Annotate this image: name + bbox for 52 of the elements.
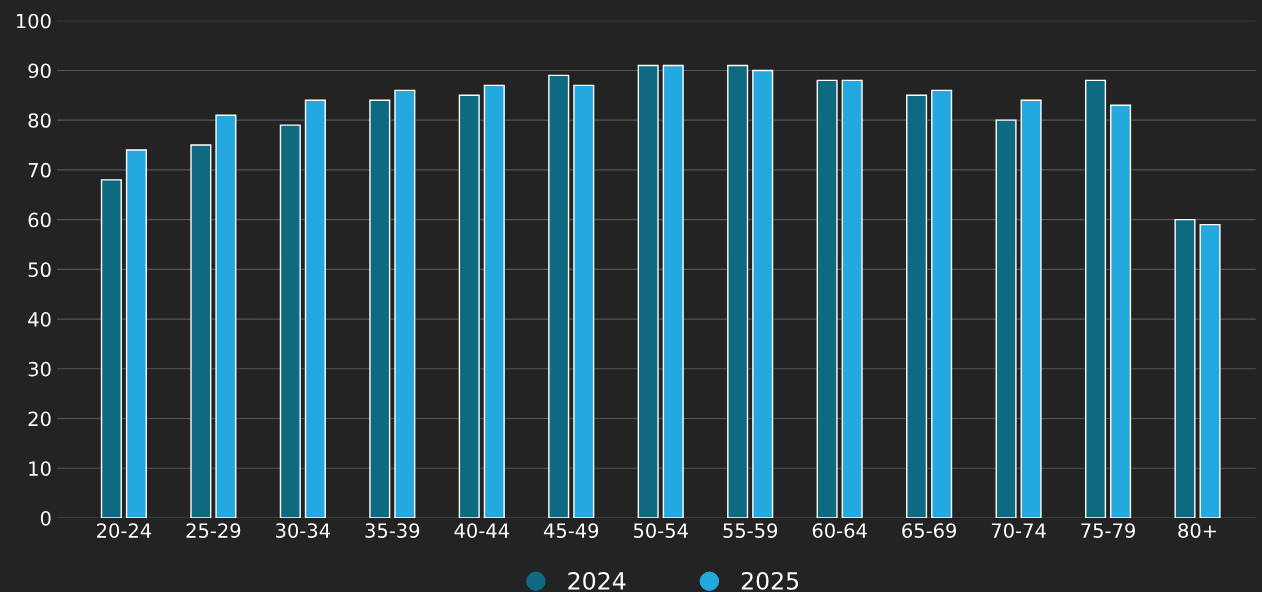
bar: [100, 179, 122, 518]
legend-label: 2024: [568, 571, 626, 590]
bar: [573, 84, 595, 518]
bar: [1174, 218, 1196, 518]
bar: [190, 144, 212, 518]
x-tick-label: 70-74: [991, 523, 1046, 538]
x-tick-label: 80+: [1178, 523, 1216, 538]
bar: [215, 114, 237, 518]
y-tick-label: 10: [29, 461, 51, 476]
y-tick-label: 80: [28, 113, 51, 128]
bar: [394, 89, 416, 518]
y-tick-label: 70: [28, 162, 51, 178]
bar: [816, 79, 838, 518]
bar: [1199, 223, 1221, 518]
x-tick-label: 75-79: [1081, 523, 1135, 538]
x-tick-label: 40-44: [454, 523, 509, 538]
y-tick-label: 0: [40, 510, 51, 526]
bar: [279, 124, 301, 518]
bar: [637, 64, 659, 518]
bar: [458, 94, 480, 518]
x-tick-label: 55-59: [723, 523, 778, 538]
x-tick-label: 30-34: [276, 523, 330, 538]
legend-label: 2025: [741, 571, 799, 590]
y-tick-label: 100: [16, 13, 51, 29]
x-tick-label: 20-24: [97, 523, 152, 538]
bar: [1110, 104, 1132, 518]
bar: [483, 84, 505, 518]
x-tick-label: 65-69: [902, 523, 957, 538]
y-tick-label: 60: [28, 212, 51, 228]
y-tick-label: 90: [28, 63, 51, 79]
bar: [931, 89, 953, 518]
bar: [548, 74, 570, 518]
y-tick-label: 50: [28, 262, 51, 278]
x-tick-label: 35-39: [365, 523, 420, 538]
x-tick-label: 25-29: [186, 523, 241, 538]
bar: [304, 99, 326, 518]
bar: [1085, 79, 1107, 518]
y-tick-label: 40: [28, 312, 51, 327]
bar: [125, 149, 147, 518]
bar: [662, 64, 684, 518]
bar: [369, 99, 391, 518]
bar: [752, 69, 774, 518]
bar: [1020, 99, 1042, 518]
bar: [906, 94, 928, 518]
bar: [841, 79, 863, 518]
bar: [727, 64, 749, 518]
x-tick-label: 50-54: [633, 523, 688, 538]
y-tick-label: 30: [28, 361, 51, 377]
bar: [995, 119, 1017, 518]
x-tick-label: 45-49: [543, 523, 599, 538]
y-tick-label: 20: [28, 411, 51, 427]
x-tick-label: 60-64: [812, 523, 867, 538]
